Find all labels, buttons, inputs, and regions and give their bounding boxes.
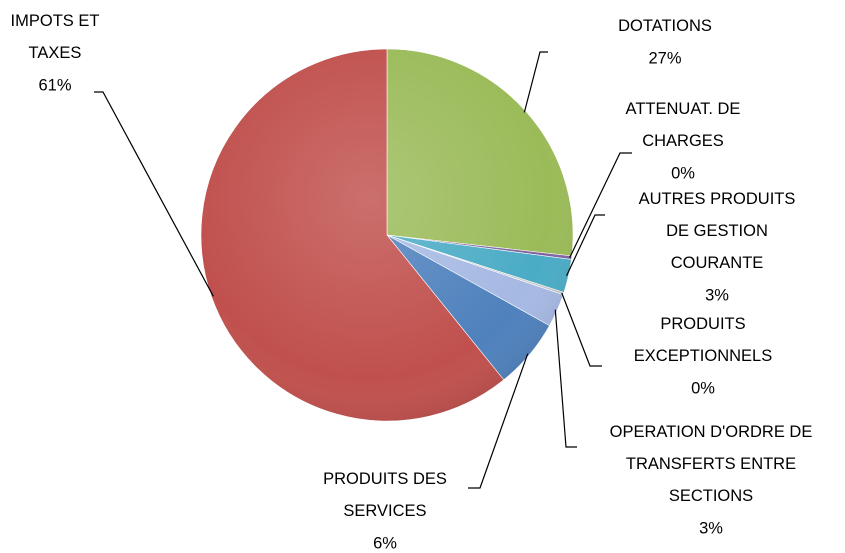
- slice-label: AUTRES PRODUITS DE GESTION COURANTE: [639, 190, 796, 272]
- leader-line: [523, 51, 548, 113]
- slice-label: PRODUITS DES SERVICES: [323, 470, 447, 520]
- leader-line: [554, 309, 577, 448]
- slice-value-label: 3%: [705, 286, 729, 304]
- leader-line: [566, 214, 605, 276]
- leader-line: [94, 91, 214, 297]
- pie-slice: [386, 48, 574, 257]
- leader-line: [569, 152, 632, 258]
- slice-label: DOTATIONS: [618, 17, 712, 35]
- labels: DOTATIONS 27% ATTENUAT. DE CHARGES 0% AUTRES …: [11, 12, 813, 552]
- slice-label: IMPOTS ET TAXES: [11, 12, 100, 62]
- slice-label: ATTENUAT. DE CHARGES: [626, 100, 741, 150]
- leader-line: [561, 292, 602, 367]
- slice-label: PRODUITS EXCEPTIONNELS: [634, 315, 772, 365]
- slice-value-label: 0%: [671, 164, 695, 182]
- slice-value-label: 61%: [38, 76, 71, 94]
- slice-value-label: 0%: [691, 379, 715, 397]
- slice-value-label: 3%: [699, 519, 723, 537]
- pie: [200, 48, 574, 422]
- leader-line: [468, 353, 529, 489]
- slice-label: OPERATION D'ORDRE DE TRANSFERTS ENTRE SECT…: [610, 423, 813, 505]
- slice-value-label: 27%: [648, 49, 681, 67]
- slice-value-label: 6%: [373, 534, 397, 552]
